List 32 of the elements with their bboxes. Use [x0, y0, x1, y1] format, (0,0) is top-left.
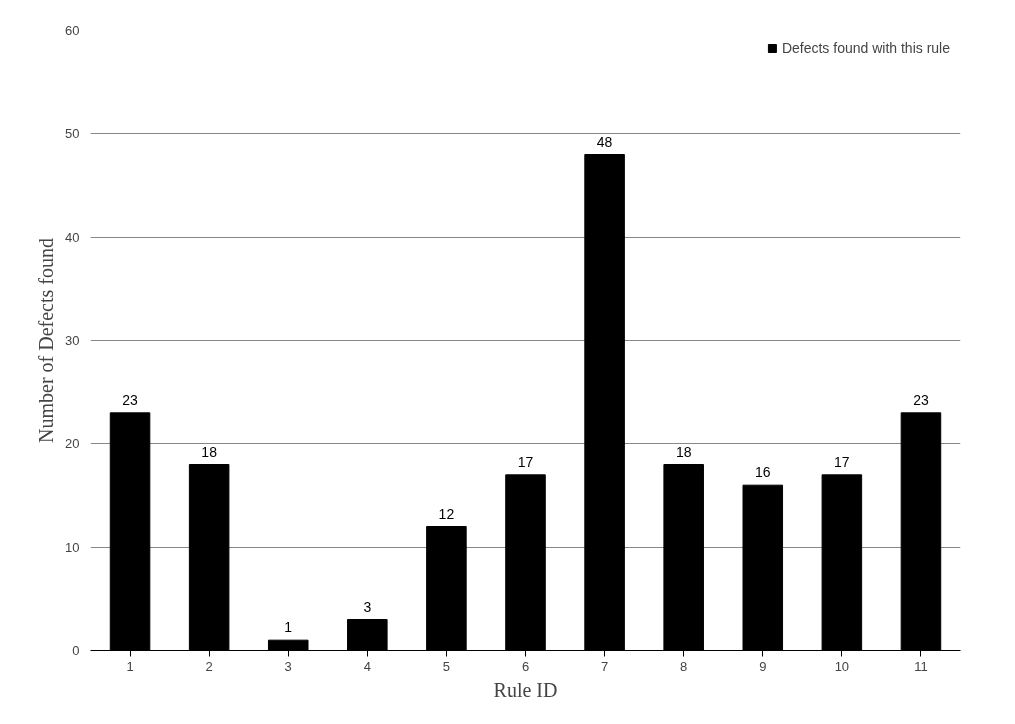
- data-label: 23: [122, 391, 139, 408]
- y-tick-label: 0: [72, 643, 80, 658]
- y-tick-label: 10: [65, 539, 80, 555]
- x-tick-label: 4: [363, 658, 371, 674]
- x-tick-label: 11: [914, 658, 928, 674]
- legend-label: Defects found with this rule: [781, 40, 950, 56]
- y-tick-label: 50: [65, 126, 80, 142]
- y-tick-label: 30: [65, 333, 80, 348]
- x-tick-label: 2: [205, 658, 213, 674]
- data-label: 1: [284, 619, 293, 636]
- x-axis-title: Rule ID: [493, 678, 558, 701]
- data-label: 18: [675, 443, 692, 460]
- data-label: 17: [834, 453, 850, 470]
- x-tick-label: 6: [521, 658, 530, 674]
- y-tick-label: 20: [65, 436, 80, 452]
- x-tick-label: 9: [759, 658, 767, 674]
- y-tick-label: 40: [65, 229, 80, 245]
- x-tick-label: 1: [126, 658, 134, 674]
- y-axis-title: Number of Defects found: [35, 238, 58, 443]
- data-label: 23: [913, 391, 929, 408]
- data-label: 18: [201, 443, 218, 460]
- data-label: 17: [517, 453, 534, 470]
- y-tick-label: 60: [65, 23, 80, 38]
- data-label: 3: [363, 598, 372, 615]
- data-label: 16: [754, 464, 771, 481]
- x-tick-label: 5: [442, 658, 451, 674]
- x-tick-label: 8: [680, 658, 688, 674]
- data-label: 48: [596, 133, 613, 150]
- x-tick-label: 7: [600, 658, 609, 674]
- x-tick-label: 10: [834, 658, 850, 674]
- x-tick-label: 3: [284, 658, 292, 674]
- data-label: 12: [438, 505, 455, 522]
